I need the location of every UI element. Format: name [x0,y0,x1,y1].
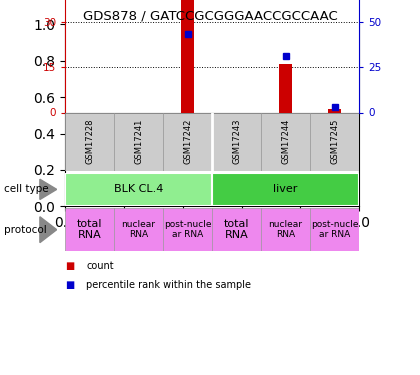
Text: total
RNA: total RNA [224,219,249,240]
Text: count: count [86,261,114,271]
Bar [65,112,114,171]
Text: percentile rank within the sample: percentile rank within the sample [86,280,251,290]
Bar [310,112,359,171]
Bar [212,172,359,206]
Polygon shape [40,217,57,243]
Bar [65,172,212,206]
Text: ■: ■ [65,261,74,271]
Bar [328,110,341,112]
Text: GSM17244: GSM17244 [281,119,290,164]
Text: GSM17228: GSM17228 [85,119,94,164]
Bar [279,64,292,112]
Text: GSM17245: GSM17245 [330,119,339,164]
Text: ■: ■ [65,280,74,290]
Text: cell type: cell type [4,184,49,194]
Text: post-nucle
ar RNA: post-nucle ar RNA [311,220,358,239]
Text: post-nucle
ar RNA: post-nucle ar RNA [164,220,211,239]
Text: nuclear
RNA: nuclear RNA [122,220,155,239]
Bar [114,112,163,171]
Text: total
RNA: total RNA [77,219,102,240]
Bar [181,0,194,112]
Text: GDS878 / GATCCGCGGGAACCGCCAAC: GDS878 / GATCCGCGGGAACCGCCAAC [83,9,337,22]
Text: GSM17241: GSM17241 [134,119,143,164]
Text: BLK CL.4: BLK CL.4 [114,184,163,194]
Text: GSM17242: GSM17242 [183,119,192,164]
Bar [212,112,261,171]
Polygon shape [40,179,57,200]
Text: GSM17243: GSM17243 [232,119,241,164]
Text: liver: liver [273,184,298,194]
Text: protocol: protocol [4,225,47,235]
Bar [261,112,310,171]
Bar [163,112,212,171]
Text: nuclear
RNA: nuclear RNA [269,220,302,239]
